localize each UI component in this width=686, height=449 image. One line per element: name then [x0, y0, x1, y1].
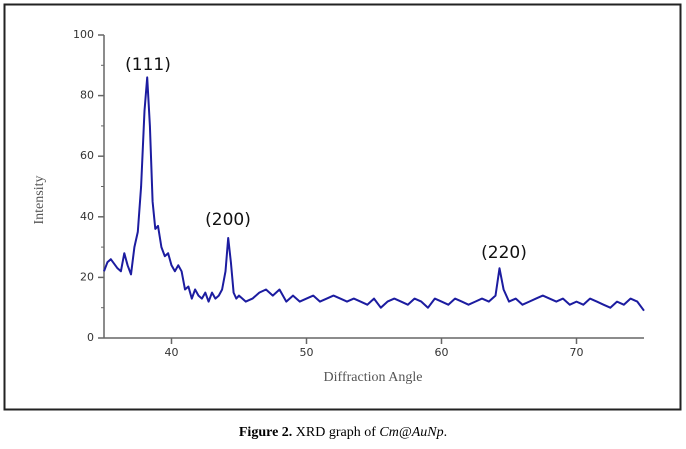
caption-text: XRD graph of [292, 425, 379, 440]
caption: Figure 2. XRD graph of Cm@AuNp. [239, 425, 447, 440]
peak-annotation: (200) [205, 210, 251, 230]
x-tick-label: 40 [165, 346, 179, 359]
peak-annotation: (111) [125, 55, 171, 75]
figure-frame [3, 3, 682, 411]
y-tick-label: 0 [87, 331, 94, 344]
y-tick-label: 80 [80, 89, 94, 102]
x-tick-label: 60 [435, 346, 449, 359]
y-tick-label: 20 [80, 270, 94, 283]
caption-end: . [444, 425, 448, 440]
x-axis-label: Diffraction Angle [324, 370, 423, 385]
xrd-line [103, 76, 645, 312]
x-tick-label: 50 [300, 346, 314, 359]
y-tick-label: 40 [80, 210, 94, 223]
y-axis-label: Intensity [32, 176, 47, 225]
peak-annotation: (220) [481, 243, 527, 263]
x-tick-label: 70 [570, 346, 584, 359]
caption-italic: Cm@AuNp [379, 425, 443, 440]
caption-label: Figure 2. [239, 425, 292, 440]
y-tick-label: 100 [73, 28, 94, 41]
y-tick-label: 60 [80, 149, 94, 162]
